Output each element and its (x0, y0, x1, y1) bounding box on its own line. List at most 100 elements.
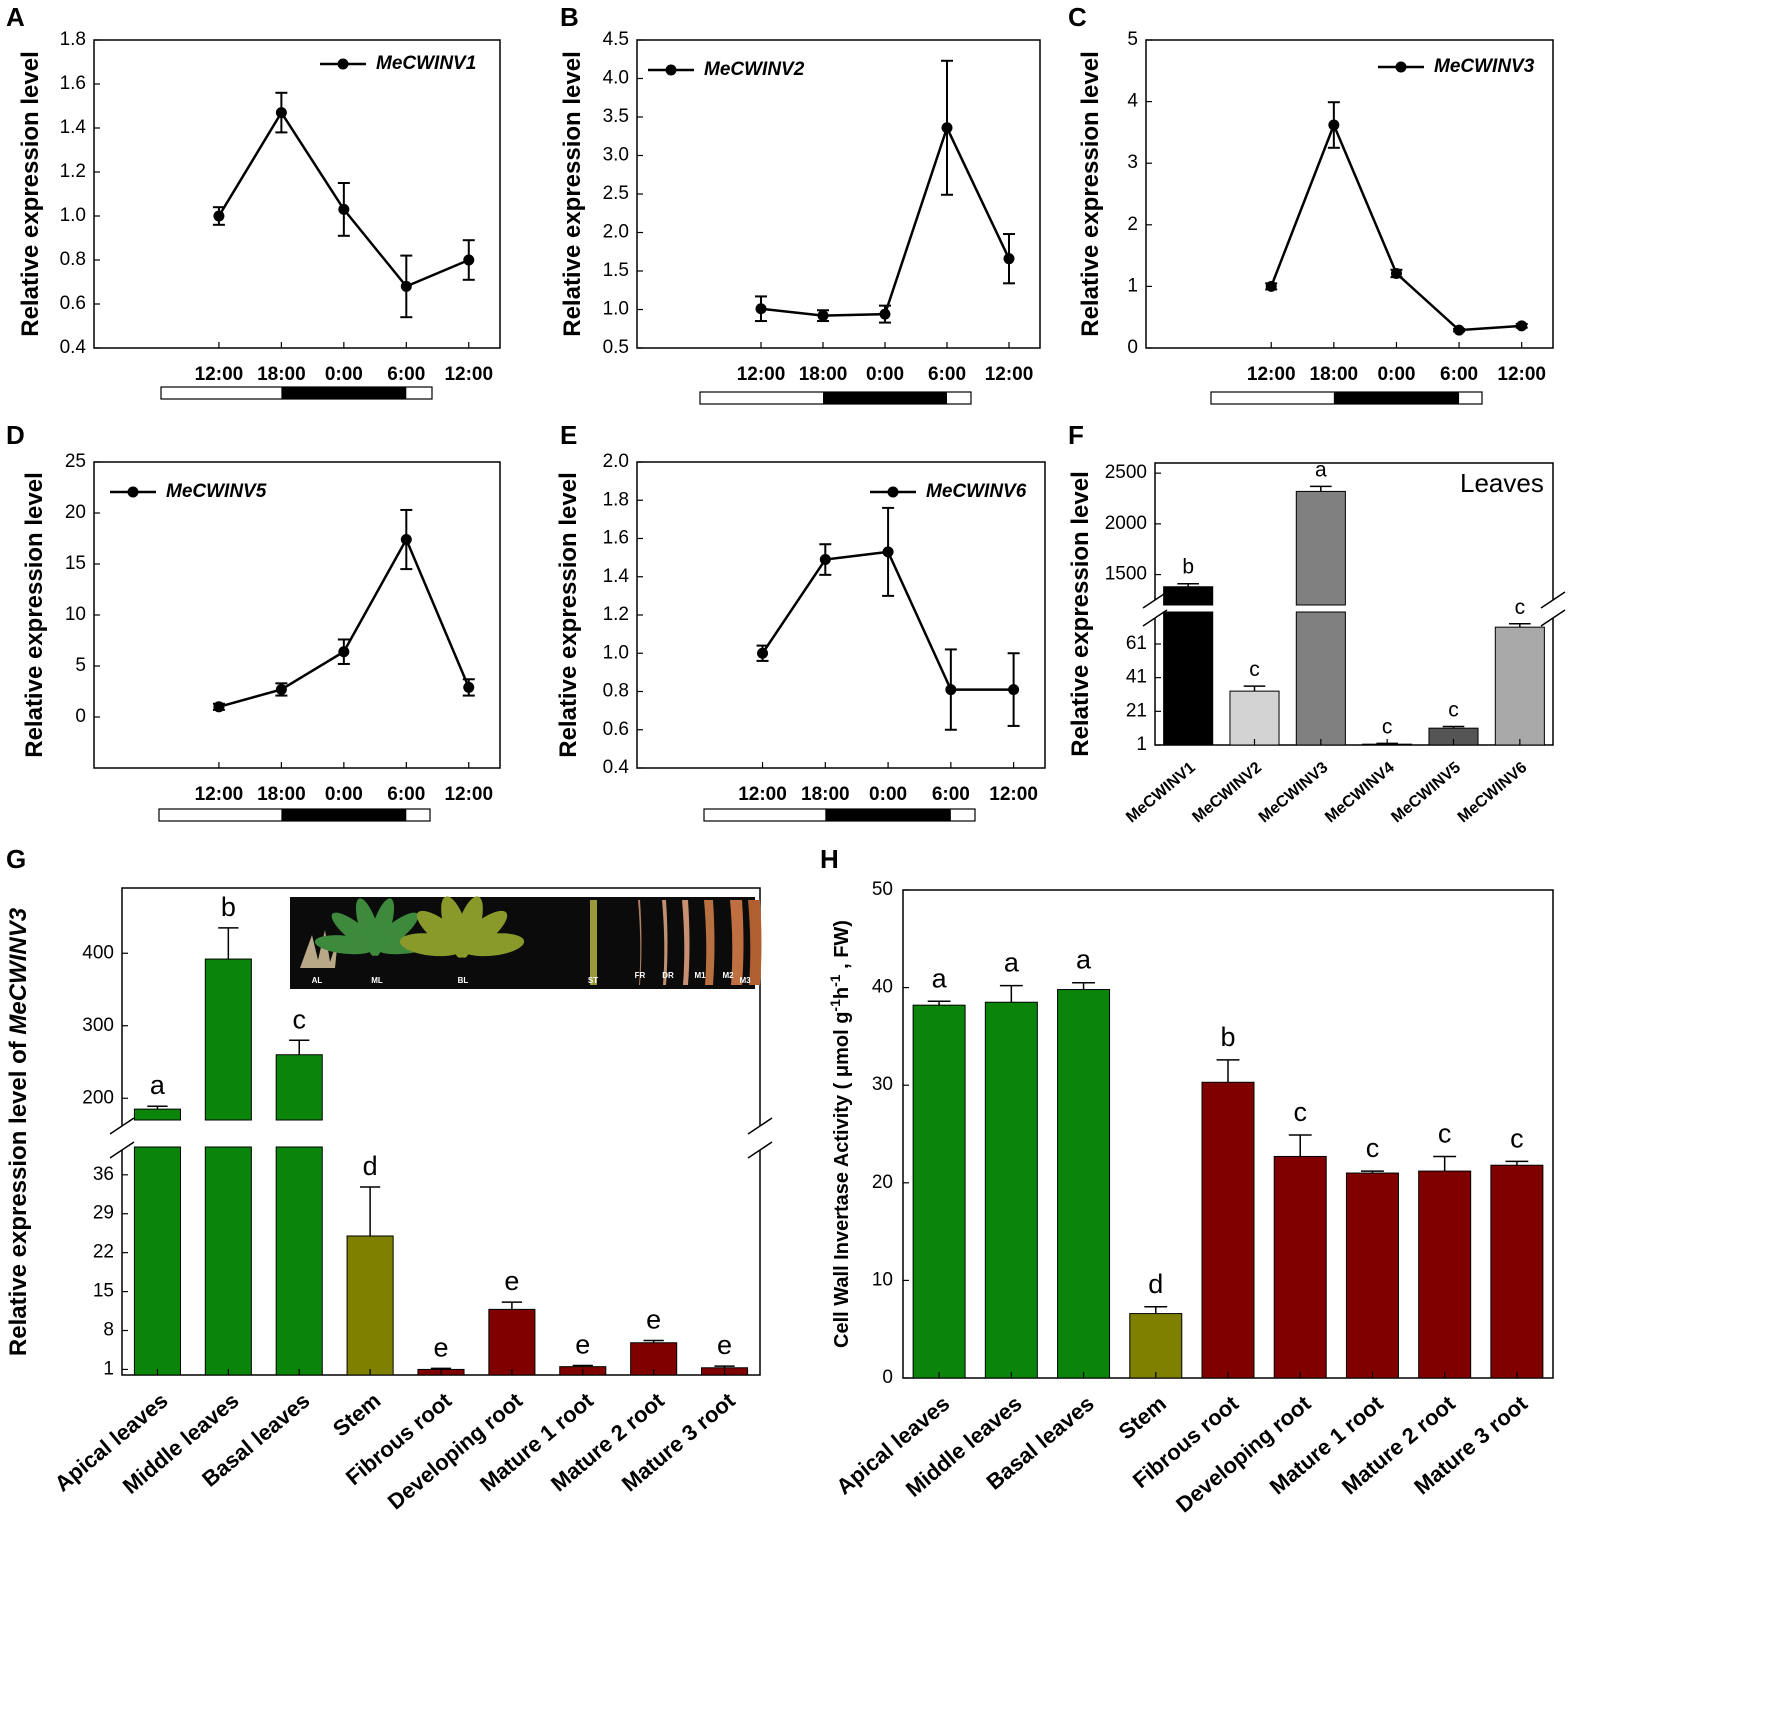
y-tick-label: 1.2 (60, 161, 86, 182)
axis-break-mark (1142, 591, 1168, 609)
y-tick-label: 1.4 (603, 566, 630, 587)
axis-break-mark (109, 1141, 135, 1159)
data-point (1328, 119, 1340, 131)
x-tick-label: 18:00 (799, 364, 848, 385)
bar (912, 1004, 966, 1379)
series-line (1270, 121, 1522, 332)
y-tick-label: 10 (65, 604, 86, 625)
bar (1129, 1313, 1183, 1379)
y-tick-label: 400 (82, 942, 114, 963)
y-tick-label: 0.5 (603, 337, 629, 358)
x-tick-label: 12:00 (737, 364, 786, 385)
y-tick-label: 2.0 (603, 222, 629, 243)
data-point (1003, 253, 1015, 265)
root-image (748, 900, 762, 985)
root-image (662, 900, 668, 985)
panel-letter: E (560, 420, 577, 450)
data-point (879, 308, 891, 320)
y-tick-label: 4.5 (603, 29, 629, 50)
x-category-label: MeCWINV4 (1322, 759, 1398, 826)
tissue-photo-inset: AL ML BL ST FR DR M1 M2 M3 (290, 896, 762, 989)
series-line (218, 536, 470, 709)
y-tick-label: 5 (75, 655, 86, 676)
bar-lower-part (1295, 611, 1346, 746)
y-axis-label: Relative expression level (1077, 51, 1104, 337)
data-point (338, 646, 350, 658)
y-tick-label: 36 (93, 1164, 114, 1185)
legend-label: MeCWINV5 (166, 481, 267, 502)
y-tick-label: 1.2 (603, 604, 629, 625)
data-point (817, 310, 829, 322)
legend-marker (665, 64, 677, 76)
y-tick-label: 0.6 (603, 719, 629, 740)
x-tick-label: 12:00 (195, 364, 244, 385)
x-tick-label: 12:00 (444, 784, 493, 805)
dark-period-bar (1333, 392, 1460, 404)
dark-period-bar (825, 809, 951, 821)
data-point (213, 701, 225, 713)
y-axis-label: Cell Wall Invertase Activity ( μmol g-1h… (827, 920, 853, 1348)
significance-letter: e (575, 1330, 590, 1360)
y-tick-label: 1.0 (603, 642, 629, 663)
significance-letter: c (1438, 1118, 1452, 1148)
panel-title: Leaves (1460, 468, 1544, 498)
significance-letter: e (504, 1266, 519, 1296)
significance-letter: a (150, 1070, 166, 1100)
root-image (638, 900, 642, 985)
x-category-label: MeCWINV6 (1455, 759, 1531, 826)
y-axis-label: Relative expression level (21, 472, 48, 758)
bar-upper-part (204, 958, 252, 1121)
y-axis-label: Relative expression level (17, 51, 44, 337)
significance-letter: c (1510, 1123, 1524, 1153)
significance-letter: a (1315, 458, 1327, 481)
significance-letter: a (932, 963, 948, 993)
panel-letter: B (560, 2, 579, 32)
series-line (760, 124, 1011, 317)
legend-label: MeCWINV2 (704, 59, 805, 80)
y-tick-label: 0 (75, 706, 86, 727)
x-category-label: MeCWINV5 (1388, 759, 1464, 826)
x-tick-label: 18:00 (1310, 364, 1359, 385)
photo-label: FR (635, 971, 646, 980)
data-point (882, 546, 894, 558)
x-tick-label: 12:00 (1247, 364, 1296, 385)
y-tick-label: 0 (882, 1367, 893, 1388)
bar (1273, 1155, 1327, 1379)
bar-lower-part (1163, 611, 1214, 746)
y-tick-label: 50 (872, 879, 893, 900)
y-axis-label-part: Cell Wall Invertase Activity ( μmol g (831, 1012, 853, 1348)
x-tick-label: 12:00 (738, 784, 787, 805)
y-tick-label: 30 (872, 1074, 893, 1095)
significance-letter: a (1004, 948, 1020, 978)
y-axis-label-gene: MeCWINV3 (5, 907, 32, 1034)
panel-letter: F (1068, 420, 1084, 450)
x-tick-label: 6:00 (387, 364, 425, 385)
bar-lower-part (204, 1146, 252, 1376)
data-point (338, 203, 350, 215)
data-point (400, 534, 412, 546)
bar-upper-part (1163, 586, 1214, 606)
panel-c: C 0 1 2 3 4 5 12:00 18:00 0:00 6:00 12:00 Relative e… (1068, 2, 1554, 405)
panel-d: D 0 5 10 15 20 25 12:00 18:00 0:00 6:00 12:00 Relati… (6, 420, 501, 822)
bar (1490, 1164, 1544, 1379)
y-tick-label: 4 (1127, 91, 1138, 112)
significance-letter: c (1382, 715, 1393, 738)
axis-break-mark (1142, 609, 1168, 627)
y-tick-label: 25 (65, 451, 86, 472)
bar (1201, 1081, 1255, 1379)
root-image (682, 900, 690, 985)
data-point (275, 683, 287, 695)
x-category-label: MeCWINV2 (1189, 759, 1265, 826)
data-point (400, 280, 412, 292)
x-tick-label: 12:00 (989, 784, 1038, 805)
y-tick-label: 0.4 (60, 337, 87, 358)
panel-letter: H (820, 844, 839, 874)
y-tick-label: 15 (65, 553, 86, 574)
significance-letter: e (646, 1305, 661, 1335)
significance-letter: e (433, 1332, 448, 1362)
y-axis-label-sup: -1 (827, 999, 843, 1012)
x-tick-label: 0:00 (869, 784, 907, 805)
y-tick-label: 20 (65, 502, 86, 523)
y-axis-label: Relative expression level (1067, 471, 1094, 757)
bar (488, 1308, 536, 1376)
